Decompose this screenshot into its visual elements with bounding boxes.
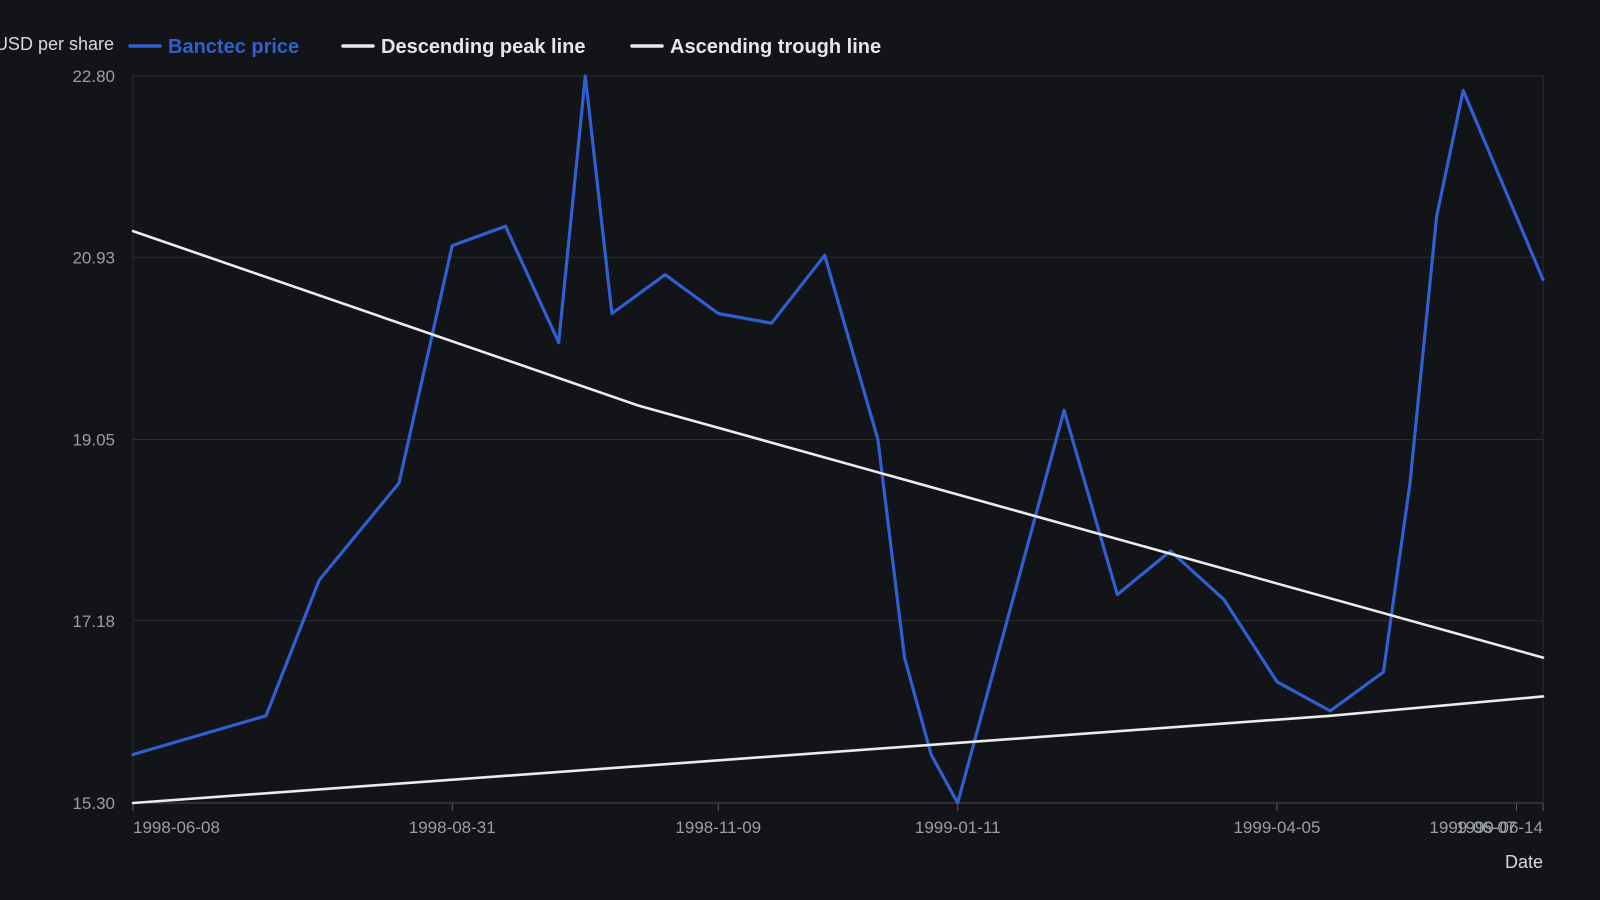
series-lines	[131, 74, 1545, 805]
x-tick-label: 1998-06-08	[133, 818, 220, 837]
legend: Banctec price Descending peak line Ascendi…	[128, 36, 881, 58]
y-tick-label: 19.05	[72, 431, 115, 450]
y-tick-label: 22.80	[72, 67, 115, 86]
x-tick-label: 1998-11-09	[675, 818, 761, 837]
series-line-3	[131, 695, 1545, 805]
x-tick-label: 1998-08-31	[409, 818, 496, 837]
x-axis: 1998-06-08 1998-08-31 1998-11-09 1999-01-11…	[132, 802, 1544, 837]
x-tick-label: 1999-01-11	[915, 818, 1001, 837]
legend-label-2: Descending peak line	[381, 36, 586, 58]
series-line-1	[131, 74, 1545, 805]
x-tick-label: 1999-06-14	[1456, 818, 1543, 837]
x-tick-label: 1999-06-07	[1429, 818, 1516, 837]
y-axis: 15.30 17.18 19.05 20.93 22.80	[72, 67, 115, 813]
legend-label-3: Ascending trough line	[670, 36, 881, 58]
y-tick-label: 20.93	[72, 248, 115, 267]
y-tick-label: 15.30	[72, 794, 115, 813]
series-line-2	[131, 229, 1545, 659]
y-axis-title: USD per share	[0, 34, 114, 54]
y-tick-label: 17.18	[72, 612, 115, 631]
grid	[132, 75, 1544, 804]
x-axis-title: Date	[1505, 852, 1543, 872]
x-tick-label: 1999-04-05	[1233, 818, 1320, 837]
legend-label-1: Banctec price	[168, 36, 299, 58]
